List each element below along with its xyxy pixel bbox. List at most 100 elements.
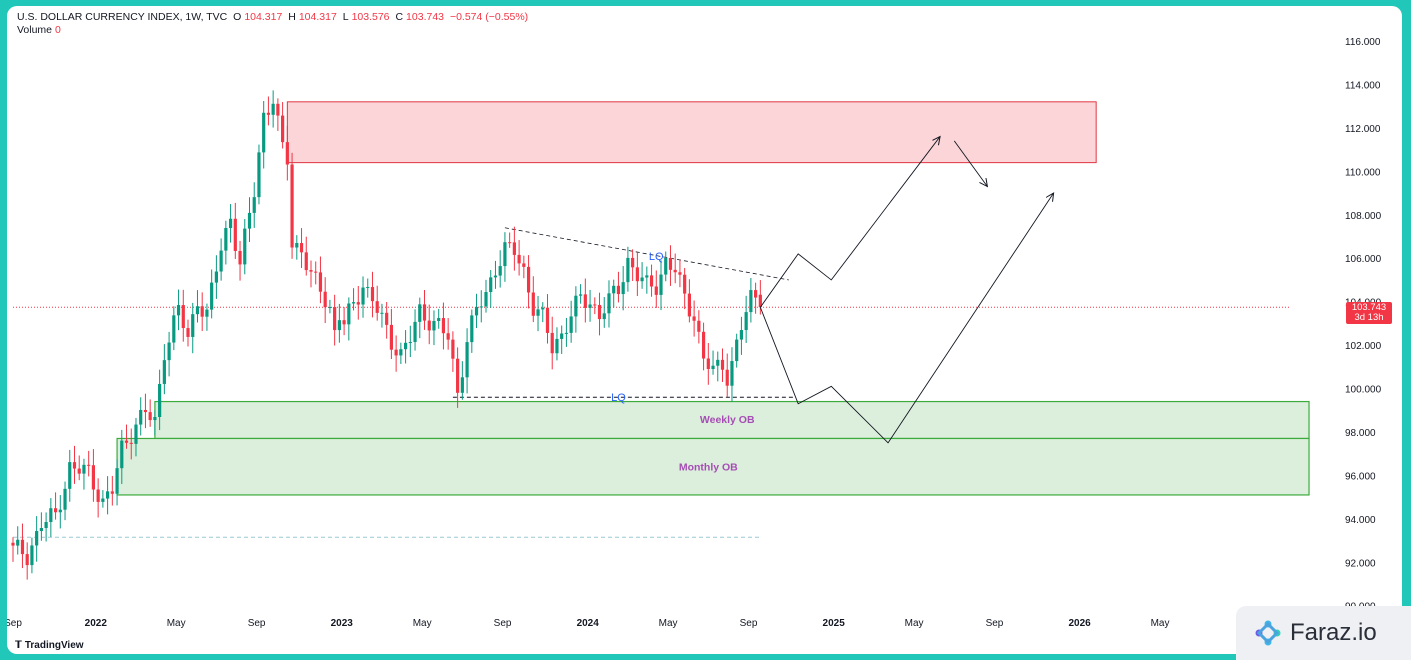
candle (654, 270, 658, 308)
candle-body (526, 266, 531, 293)
candle (304, 236, 308, 276)
candle-body (446, 333, 450, 340)
candle-body (536, 309, 540, 316)
candle (526, 255, 531, 309)
candle-body (233, 218, 237, 251)
candle (749, 278, 753, 323)
candle (25, 542, 29, 580)
projection-path-lower (759, 193, 1053, 444)
candle (725, 353, 729, 397)
candle (484, 279, 488, 313)
dxy-candlestick-chart[interactable]: LQ LQ Weekly OB Monthly OB 116.000 114.000 11… (7, 6, 1402, 654)
candle (451, 331, 455, 372)
y-tick-label: 98.000 (1345, 428, 1376, 439)
open-value: 104.317 (244, 11, 283, 23)
x-tick-label: 2023 (331, 618, 354, 629)
candle-body (635, 267, 639, 282)
candle (522, 255, 526, 279)
candle-body (716, 359, 720, 366)
candle (687, 279, 691, 323)
bar-countdown: 3d 13h (1354, 312, 1384, 323)
candle (640, 262, 644, 289)
candle-body (191, 314, 195, 337)
candle (579, 284, 583, 304)
candle-body (692, 316, 696, 321)
candle (370, 271, 375, 318)
candle-body (588, 304, 592, 308)
candle (385, 302, 389, 339)
tradingview-logo[interactable]: 𝗧 TradingView (15, 640, 84, 651)
candle (446, 318, 450, 350)
candle-body (730, 361, 734, 386)
candle (673, 253, 677, 284)
candle (323, 277, 327, 324)
candle (716, 351, 720, 382)
candle (437, 308, 441, 329)
candle-body (238, 250, 242, 265)
candle (441, 302, 446, 350)
candle (176, 289, 181, 331)
candle-body (49, 508, 53, 523)
candle (266, 96, 271, 126)
candle-body (214, 271, 218, 283)
candle-body (564, 332, 569, 334)
candle-body (441, 318, 446, 334)
candle-body (512, 242, 516, 255)
candle-body (375, 301, 379, 313)
candle (711, 350, 715, 375)
candle (295, 235, 299, 260)
candle-body (342, 320, 346, 325)
candle-body (593, 304, 597, 306)
candle-body (754, 290, 758, 298)
candle (744, 295, 748, 343)
candle-body (427, 320, 431, 331)
candle (158, 369, 162, 431)
candle (683, 267, 687, 310)
candle (668, 245, 673, 286)
candle-body (394, 349, 398, 356)
volume-legend: Volume 0 (17, 24, 61, 36)
candle (252, 182, 256, 228)
candle-body (484, 292, 488, 307)
chart-frame: LQ LQ Weekly OB Monthly OB 116.000 114.000 11… (7, 6, 1402, 654)
candle-body (493, 275, 498, 278)
candle (597, 292, 602, 336)
candle-body (474, 306, 479, 316)
candle-body (437, 318, 441, 321)
candle-body (299, 243, 304, 253)
monthly-ob-label: Monthly OB (679, 462, 738, 474)
candle-body (673, 269, 677, 273)
x-tick-label: 2025 (823, 618, 846, 629)
candle (366, 278, 370, 298)
candle-body (219, 250, 223, 272)
candle (758, 280, 762, 315)
candle (153, 410, 157, 436)
candle (621, 266, 625, 311)
candle-body (744, 312, 748, 331)
lq-high-label: LQ (649, 251, 664, 263)
candle (664, 251, 668, 282)
weekly-ob-zone (154, 400, 1310, 440)
candle (550, 316, 554, 370)
y-tick-label: 112.000 (1345, 124, 1381, 135)
candle (233, 202, 237, 259)
candle-body (181, 305, 185, 329)
volume-value: 0 (54, 24, 61, 36)
candle (460, 361, 464, 400)
y-tick-label: 92.000 (1345, 558, 1376, 569)
candle-body (683, 274, 687, 294)
high-value: 104.317 (298, 11, 337, 23)
y-tick-label: 110.000 (1345, 167, 1381, 178)
candle (422, 290, 427, 330)
candle (290, 152, 294, 259)
candle (143, 393, 148, 429)
x-tick-label: May (905, 618, 924, 629)
candle-body (106, 491, 110, 499)
candle-body (224, 228, 228, 251)
candle-body (153, 417, 157, 421)
candle-body (758, 294, 762, 308)
projection-path-reversal (953, 140, 987, 187)
x-tick-label: May (659, 618, 678, 629)
faraz-brand-text: Faraz.io (1290, 619, 1377, 646)
candle-body (205, 309, 209, 317)
